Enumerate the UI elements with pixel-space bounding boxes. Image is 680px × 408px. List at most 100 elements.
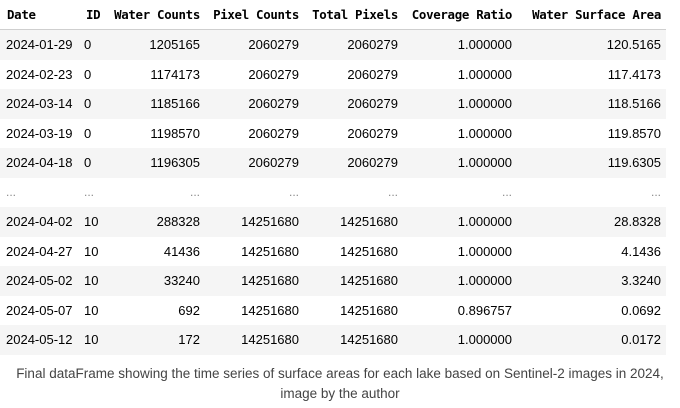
coverage-ratio-cell: 1.000000 (403, 148, 517, 178)
total-pixels-cell: 2060279 (304, 89, 403, 119)
id-cell: 0 (78, 148, 108, 178)
water-counts-cell: 288328 (108, 207, 205, 237)
coverage-ratio-cell: 1.000000 (403, 266, 517, 296)
date-cell: 2024-05-12 (0, 325, 78, 355)
date-cell: 2024-02-23 (0, 59, 78, 89)
coverage-ratio-cell: 1.000000 (403, 89, 517, 119)
water-counts-cell: ... (108, 177, 205, 207)
column-header-total-pixels: Total Pixels (304, 0, 403, 30)
water-surface-area-cell: 117.4173 (517, 59, 666, 89)
date-cell: 2024-05-02 (0, 266, 78, 296)
coverage-ratio-cell: 1.000000 (403, 207, 517, 237)
date-cell: ... (0, 177, 78, 207)
total-pixels-cell: 2060279 (304, 59, 403, 89)
coverage-ratio-cell: ... (403, 177, 517, 207)
table-row: 2024-05-02 10 33240 14251680 14251680 1.00000… (0, 266, 666, 296)
date-cell: 2024-04-27 (0, 236, 78, 266)
pixel-counts-cell: 2060279 (205, 59, 304, 89)
id-cell: 0 (78, 29, 108, 60)
id-cell: 10 (78, 325, 108, 355)
water-surface-area-cell: 119.8570 (517, 118, 666, 148)
table-row: 2024-05-12 10 172 14251680 14251680 1.000000 0… (0, 325, 666, 355)
table-row: 2024-03-14 0 1185166 2060279 2060279 1.000000… (0, 89, 666, 119)
id-cell: 10 (78, 207, 108, 237)
total-pixels-cell: 14251680 (304, 207, 403, 237)
water-surface-area-cell: 118.5166 (517, 89, 666, 119)
column-header-id: ID (78, 0, 108, 30)
pixel-counts-cell: ... (205, 177, 304, 207)
total-pixels-cell: 2060279 (304, 29, 403, 60)
caption-line: Final dataFrame showing the time series … (16, 366, 664, 381)
id-cell: 0 (78, 89, 108, 119)
id-cell: 0 (78, 118, 108, 148)
coverage-ratio-cell: 0.896757 (403, 295, 517, 325)
water-surface-area-cell: 28.8328 (517, 207, 666, 237)
date-cell: 2024-03-14 (0, 89, 78, 119)
id-cell: 10 (78, 236, 108, 266)
date-cell: 2024-05-07 (0, 295, 78, 325)
caption-line: image by the author (280, 386, 400, 401)
coverage-ratio-cell: 1.000000 (403, 325, 517, 355)
water-surface-area-cell: 120.5165 (517, 29, 666, 60)
date-cell: 2024-04-02 (0, 207, 78, 237)
date-cell: 2024-04-18 (0, 148, 78, 178)
water-counts-cell: 1196305 (108, 148, 205, 178)
pixel-counts-cell: 2060279 (205, 118, 304, 148)
water-surface-area-cell: 0.0172 (517, 325, 666, 355)
figure-caption: Final dataFrame showing the time series … (0, 364, 680, 404)
table-row: 2024-04-18 0 1196305 2060279 2060279 1.000000… (0, 148, 666, 178)
total-pixels-cell: 14251680 (304, 236, 403, 266)
water-counts-cell: 1185166 (108, 89, 205, 119)
water-counts-cell: 1174173 (108, 59, 205, 89)
table-row: 2024-02-23 0 1174173 2060279 2060279 1.000000… (0, 59, 666, 89)
water-surface-area-cell: ... (517, 177, 666, 207)
column-header-coverage-ratio: Coverage Ratio (403, 0, 517, 30)
water-surface-area-cell: 119.6305 (517, 148, 666, 178)
water-surface-area-cell: 3.3240 (517, 266, 666, 296)
id-cell: 0 (78, 59, 108, 89)
column-header-water-surface-area: Water Surface Area (517, 0, 666, 30)
total-pixels-cell: 14251680 (304, 266, 403, 296)
water-counts-cell: 1198570 (108, 118, 205, 148)
table-header-row: Date ID Water Counts Pixel Counts Total … (0, 0, 666, 30)
pixel-counts-cell: 14251680 (205, 236, 304, 266)
pixel-counts-cell: 14251680 (205, 325, 304, 355)
coverage-ratio-cell: 1.000000 (403, 118, 517, 148)
water-counts-cell: 41436 (108, 236, 205, 266)
dataframe-figure: Date ID Water Counts Pixel Counts Total … (0, 0, 666, 355)
table-row: 2024-05-07 10 692 14251680 14251680 0.896757 0… (0, 295, 666, 325)
water-counts-cell: 33240 (108, 266, 205, 296)
water-counts-cell: 1205165 (108, 29, 205, 60)
water-counts-cell: 172 (108, 325, 205, 355)
water-counts-cell: 692 (108, 295, 205, 325)
pixel-counts-cell: 14251680 (205, 207, 304, 237)
date-cell: 2024-03-19 (0, 118, 78, 148)
ellipsis-row: ..................... (0, 177, 666, 207)
dataframe-table: Date ID Water Counts Pixel Counts Total … (0, 0, 666, 355)
pixel-counts-cell: 14251680 (205, 266, 304, 296)
table-body: 2024-01-29 0 1205165 2060279 2060279 1.000000… (0, 29, 666, 355)
pixel-counts-cell: 2060279 (205, 89, 304, 119)
date-cell: 2024-01-29 (0, 29, 78, 60)
total-pixels-cell: 2060279 (304, 148, 403, 178)
id-cell: ... (78, 177, 108, 207)
total-pixels-cell: 14251680 (304, 295, 403, 325)
pixel-counts-cell: 2060279 (205, 148, 304, 178)
water-surface-area-cell: 0.0692 (517, 295, 666, 325)
column-header-water-counts: Water Counts (108, 0, 205, 30)
total-pixels-cell: 2060279 (304, 118, 403, 148)
total-pixels-cell: 14251680 (304, 325, 403, 355)
coverage-ratio-cell: 1.000000 (403, 29, 517, 60)
column-header-date: Date (0, 0, 78, 30)
water-surface-area-cell: 4.1436 (517, 236, 666, 266)
column-header-pixel-counts: Pixel Counts (205, 0, 304, 30)
total-pixels-cell: ... (304, 177, 403, 207)
pixel-counts-cell: 2060279 (205, 29, 304, 60)
table-row: 2024-01-29 0 1205165 2060279 2060279 1.000000… (0, 29, 666, 60)
coverage-ratio-cell: 1.000000 (403, 236, 517, 266)
table-row: 2024-03-19 0 1198570 2060279 2060279 1.000000… (0, 118, 666, 148)
coverage-ratio-cell: 1.000000 (403, 59, 517, 89)
table-row: 2024-04-27 10 41436 14251680 14251680 1.00000… (0, 236, 666, 266)
table-row: 2024-04-02 10 288328 14251680 14251680 1.0000… (0, 207, 666, 237)
id-cell: 10 (78, 266, 108, 296)
